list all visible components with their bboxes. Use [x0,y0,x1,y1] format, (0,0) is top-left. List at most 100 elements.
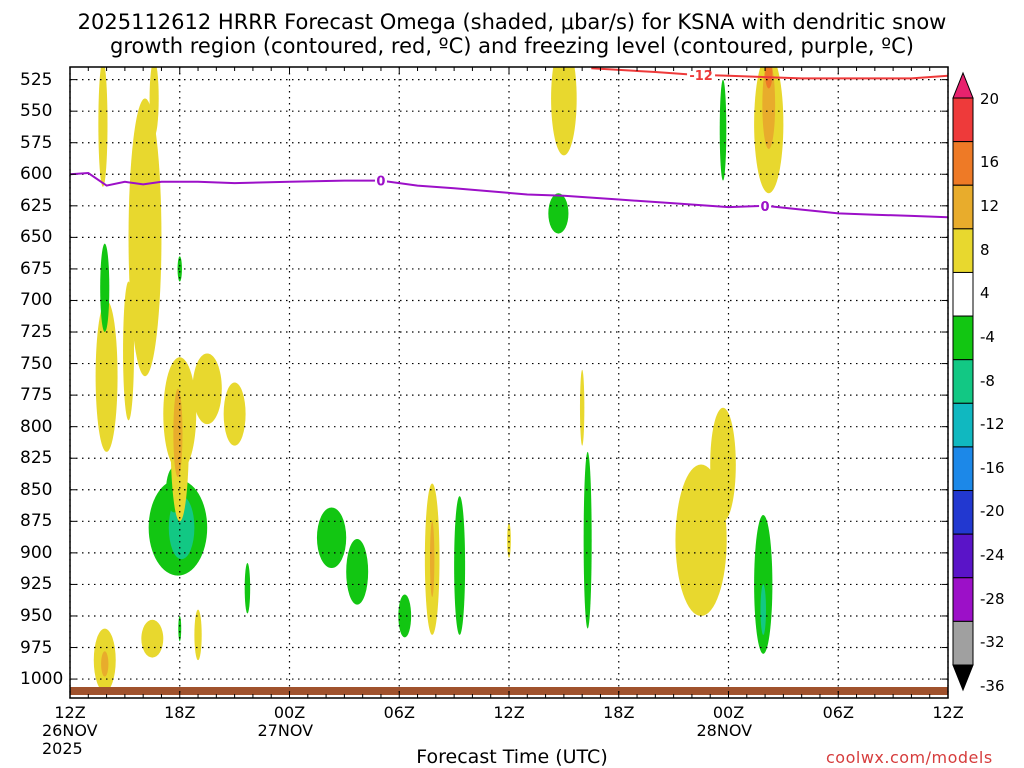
x-tick-label: 06Z [822,703,854,722]
omega-region-20 [244,562,251,614]
y-tick-label: 925 [20,574,53,595]
x-tick-label: 00Z [273,703,306,722]
omega-region-29 [548,193,569,234]
omega-region-0 [98,67,108,187]
omega-region-31 [583,451,592,629]
omega-region-14 [173,388,183,478]
omega-region-3 [95,300,118,452]
colorbar-bin [952,271,974,317]
omega-region-25 [429,521,435,598]
axis-ticks [69,67,949,698]
y-tick-label: 600 [20,164,53,185]
colorbar-bin [952,620,974,666]
freezing-level-contour-label: 0 [761,200,770,215]
y-tick-label: 625 [20,195,53,216]
dgz-contour-label-bg [687,67,716,82]
omega-region-17 [177,256,182,282]
chart-title-line-1: 2025112612 HRRR Forecast Omega (shaded, … [77,10,947,34]
y-tick-label: 825 [20,448,53,469]
freezing-level-contour-label-bg [374,173,387,188]
y-tick-label: 775 [20,385,53,406]
colorbar-bin [952,359,974,404]
colorbar-label: 12 [980,197,1000,216]
omega-region-26 [454,496,466,635]
x-tick-label: 18Z [164,703,196,722]
colorbar-label: 16 [980,153,1000,172]
colorbar-label: 8 [980,240,990,259]
y-tick-label: 875 [20,511,53,532]
colorbar [952,71,974,692]
source-credit[interactable]: coolwx.com/models [826,748,993,767]
colorbar-label: -28 [980,589,1005,608]
y-tick-label: 575 [20,132,53,153]
contour-layer: 0 0 -12 [70,67,948,219]
colorbar-top-arrow [952,71,974,99]
y-tick-label: 750 [20,353,53,374]
x-tick-label: 12Z [54,703,86,722]
omega-region-16 [223,382,246,446]
colorbar-label: -20 [980,502,1005,521]
omega-region-18 [178,615,182,642]
y-tick-label: 850 [20,479,53,500]
y-tick-label: 975 [20,637,53,658]
x-date-label: 26NOV [42,721,98,740]
x-date-label: 2025 [42,739,83,758]
y-tick-label: 525 [20,69,53,90]
omega-region-28 [551,67,577,156]
freezing-level-contour-label-bg [759,198,772,213]
colorbar-bin [952,490,974,535]
omega-region-34 [719,79,727,181]
omega-region-2 [128,98,162,377]
colorbar-bin [952,97,974,143]
grid-layer [69,67,949,698]
omega-region-39 [760,584,766,635]
x-tick-label: 18Z [603,703,635,722]
omega-region-37 [765,67,773,89]
colorbar-bin [952,228,974,273]
colorbar-label: -8 [980,371,995,390]
x-date-label: 28NOV [696,721,753,740]
dgz-contour-label: -12 [689,69,713,84]
colorbar-bin [952,446,974,492]
omega-shading-layer [93,67,784,692]
colorbar-bin [952,577,974,622]
y-tick-label: 950 [20,605,53,626]
omega-region-27 [507,522,511,558]
y-tick-label: 700 [20,290,53,311]
omega-region-21 [316,507,347,569]
omega-region-33 [710,407,736,522]
omega-region-23 [398,594,412,638]
colorbar-label: -32 [980,633,1005,652]
omega-region-10 [101,651,109,677]
x-tick-label: 06Z [383,703,415,722]
colorbar-label: -36 [980,676,1005,695]
x-tick-label: 12Z [932,703,964,722]
colorbar-label: -16 [980,458,1005,477]
y-tick-label: 800 [20,416,53,437]
freezing-level-contour-label: 0 [376,175,385,190]
colorbar-bin [952,315,974,361]
colorbar-label: -12 [980,415,1005,434]
omega-region-30 [579,369,585,446]
dgz-contour [591,67,948,80]
colorbar-label: -4 [980,327,995,346]
omega-region-11 [141,619,164,658]
x-date-label: 27NOV [257,721,314,740]
y-tick-label: 550 [20,101,53,122]
y-tick-label: 900 [20,542,53,563]
colorbar-label: 4 [980,284,990,303]
colorbar-label: -24 [980,545,1005,564]
omega-region-36 [762,67,776,150]
omega-region-19 [194,609,202,661]
omega-region-22 [346,538,369,605]
freezing-level-contour [70,171,948,219]
y-tick-label: 725 [20,322,53,343]
y-tick-label: 675 [20,258,53,279]
omega-region-15 [192,353,222,425]
colorbar-label: 20 [980,90,1000,108]
chart-title-line-2: growth region (contoured, red, ºC) and f… [110,34,914,58]
x-axis-title: Forecast Time (UTC) [416,746,608,768]
colorbar-bin [952,402,974,448]
colorbar-bottom-arrow [952,664,974,692]
